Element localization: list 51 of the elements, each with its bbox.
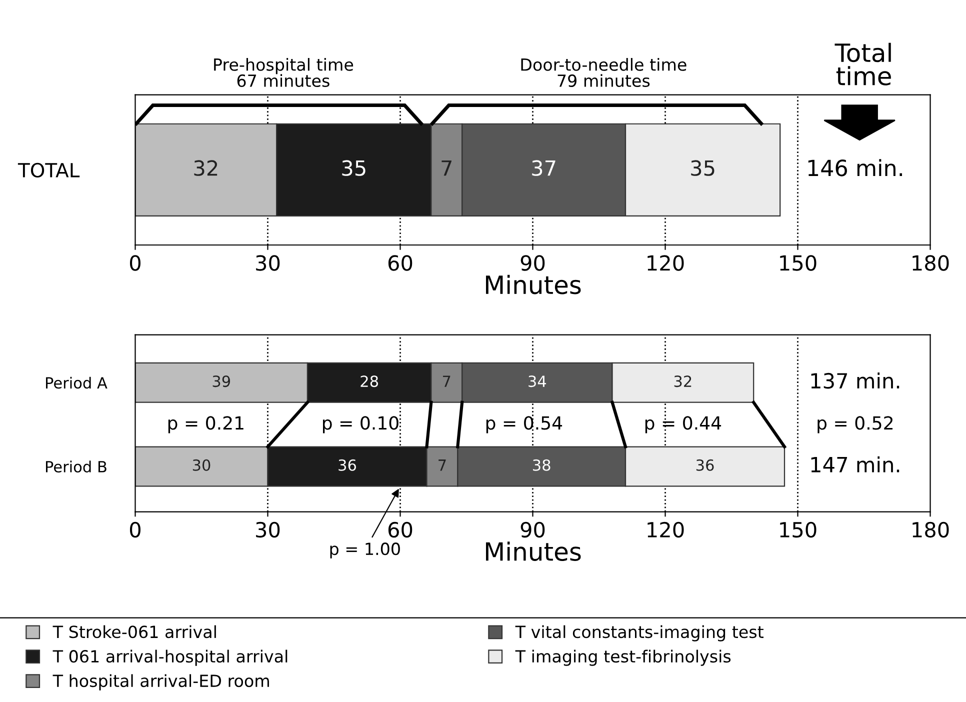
data-label: 28 — [360, 376, 378, 388]
annotation: p = 0.44 — [645, 416, 722, 434]
annotation: p = 0.52 — [818, 416, 892, 434]
data-label: 30 — [192, 459, 210, 471]
x-tick-label: 60 — [388, 522, 412, 538]
x-tick-label: 180 — [912, 255, 949, 271]
y-tick-label: Period B — [46, 460, 106, 473]
annotation: p = 0.54 — [486, 416, 562, 434]
data-label: 32 — [194, 160, 218, 176]
data-label: 35 — [342, 160, 366, 176]
x-tick-label: 0 — [130, 255, 140, 271]
total-label: 146 min. — [808, 159, 902, 176]
data-label: 36 — [696, 459, 714, 471]
legend-label: T Stroke-061 arrival — [52, 625, 216, 638]
text: Pre-hospital time 67 minutes — [214, 58, 354, 88]
legend-label: T vital constants-imaging test — [515, 625, 764, 642]
x-tick-label: 60 — [388, 255, 412, 271]
annotation: p = 1.00 — [330, 542, 400, 558]
data-label: 7 — [438, 460, 446, 471]
data-label: 35 — [691, 160, 714, 176]
legend-label: T imaging test-fibrinolysis — [515, 650, 731, 666]
x-axis-title: Minutes — [486, 542, 581, 561]
x-tick-label: 120 — [648, 255, 684, 271]
data-label: 37 — [532, 160, 556, 176]
data-label: 39 — [212, 376, 230, 388]
y-tick-label: Period A — [46, 376, 108, 389]
x-tick-label: 180 — [912, 522, 949, 538]
x-axis-title: Minutes — [486, 274, 581, 294]
total-label: 147 min. — [811, 456, 900, 472]
text: Door-to-needle time 79 minutes — [521, 58, 686, 88]
x-tick-label: 90 — [520, 255, 545, 271]
text: Total time — [834, 42, 891, 86]
x-tick-label: 90 — [520, 522, 545, 538]
data-label: 36 — [338, 459, 356, 471]
x-tick-label: 150 — [780, 255, 816, 271]
data-label: 38 — [533, 459, 550, 471]
data-label: 34 — [528, 376, 546, 388]
annotation: p = 0.10 — [323, 416, 398, 434]
x-tick-label: 150 — [780, 522, 816, 538]
total-label: 137 min. — [811, 372, 900, 389]
data-label: 7 — [442, 160, 452, 176]
annotation: p = 0.21 — [168, 416, 244, 434]
data-label: 7 — [443, 376, 450, 387]
legend-label: T 061 arrival-hospital arrival — [52, 650, 288, 666]
legend-label: T hospital arrival-ED room — [52, 674, 269, 690]
y-tick-label: TOTAL — [18, 162, 80, 178]
x-tick-label: 120 — [648, 522, 684, 538]
x-tick-label: 0 — [130, 522, 140, 538]
x-tick-label: 30 — [256, 522, 280, 538]
data-label: 32 — [674, 376, 692, 388]
x-tick-label: 30 — [256, 255, 280, 271]
